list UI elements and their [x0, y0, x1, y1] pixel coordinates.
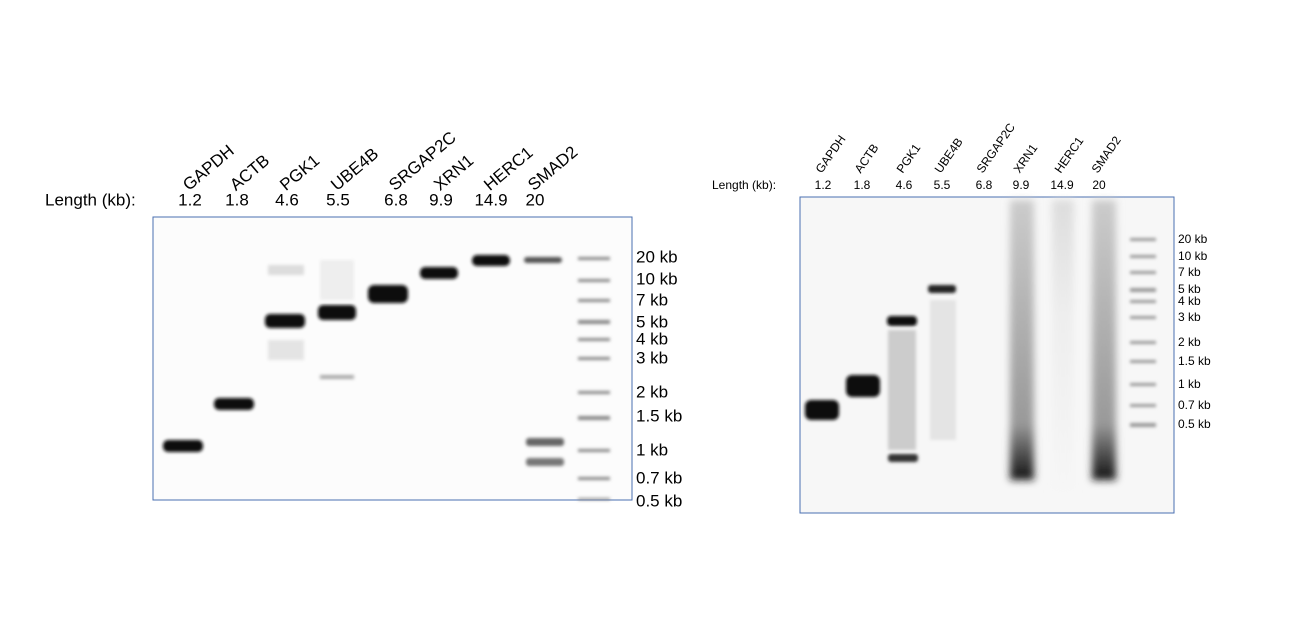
length-label: Length (kb): — [45, 190, 136, 209]
ladder-label: 1 kb — [1178, 377, 1201, 391]
lane-name: SMAD2 — [1089, 133, 1124, 175]
lane-length: 4.6 — [896, 178, 913, 192]
lane-name: GAPDH — [813, 133, 849, 176]
ladder-label: 0.7 kb — [1178, 398, 1211, 412]
lane-name: HERC1 — [1052, 134, 1087, 176]
lane-name: SMAD2 — [524, 142, 581, 194]
ladder-label: 0.7 kb — [636, 468, 682, 487]
ladder-label: 3 kb — [1178, 310, 1201, 324]
ladder-label: 2 kb — [1178, 335, 1201, 349]
ladder-label: 10 kb — [636, 269, 678, 288]
ladder-label: 10 kb — [1178, 249, 1208, 263]
lane-length: 1.2 — [815, 178, 832, 192]
lane-name: ACTB — [852, 141, 882, 175]
lane-length: 6.8 — [384, 190, 408, 209]
ladder-label: 5 kb — [1178, 282, 1201, 296]
lane-length: 5.5 — [934, 178, 951, 192]
ladder-label: 5 kb — [636, 312, 668, 331]
lane-name: GAPDH — [179, 141, 238, 194]
lane-length: 4.6 — [275, 190, 299, 209]
ladder-label: 7 kb — [636, 290, 668, 309]
lane-name: PGK1 — [894, 141, 924, 176]
ladder-label: 1.5 kb — [1178, 354, 1211, 368]
lane-length: 1.8 — [225, 190, 249, 209]
ladder-label: 1 kb — [636, 440, 668, 459]
lane-name: UBE4B — [327, 144, 382, 194]
lane-name: XRN1 — [1011, 141, 1041, 176]
lane-length: 14.9 — [1050, 178, 1074, 192]
lane-name: UBE4B — [932, 135, 966, 175]
ladder-label: 0.5 kb — [1178, 417, 1211, 431]
ladder-label: 20 kb — [636, 247, 678, 266]
gel-image — [799, 196, 1175, 514]
lane-length: 20 — [526, 190, 545, 209]
lane-length: 1.2 — [178, 190, 202, 209]
lane-length: 9.9 — [429, 190, 453, 209]
ladder-label: 4 kb — [636, 329, 668, 348]
lane-length: 1.8 — [854, 178, 871, 192]
lane-length: 5.5 — [326, 190, 350, 209]
length-label: Length (kb): — [712, 178, 776, 192]
ladder-label: 0.5 kb — [636, 491, 682, 510]
lane-length: 9.9 — [1013, 178, 1030, 192]
lane-length: 14.9 — [474, 190, 507, 209]
lane-length: 6.8 — [976, 178, 993, 192]
lane-name: HERC1 — [480, 143, 536, 195]
ladder-label: 3 kb — [636, 348, 668, 367]
ladder-label: 20 kb — [1178, 232, 1208, 246]
lane-length: 20 — [1092, 178, 1106, 192]
ladder-label: 7 kb — [1178, 265, 1201, 279]
ladder-label: 4 kb — [1178, 294, 1201, 308]
ladder-label: 1.5 kb — [636, 406, 682, 425]
lane-name: PGK1 — [276, 151, 323, 195]
ladder-label: 2 kb — [636, 382, 668, 401]
gel-image — [152, 216, 633, 501]
